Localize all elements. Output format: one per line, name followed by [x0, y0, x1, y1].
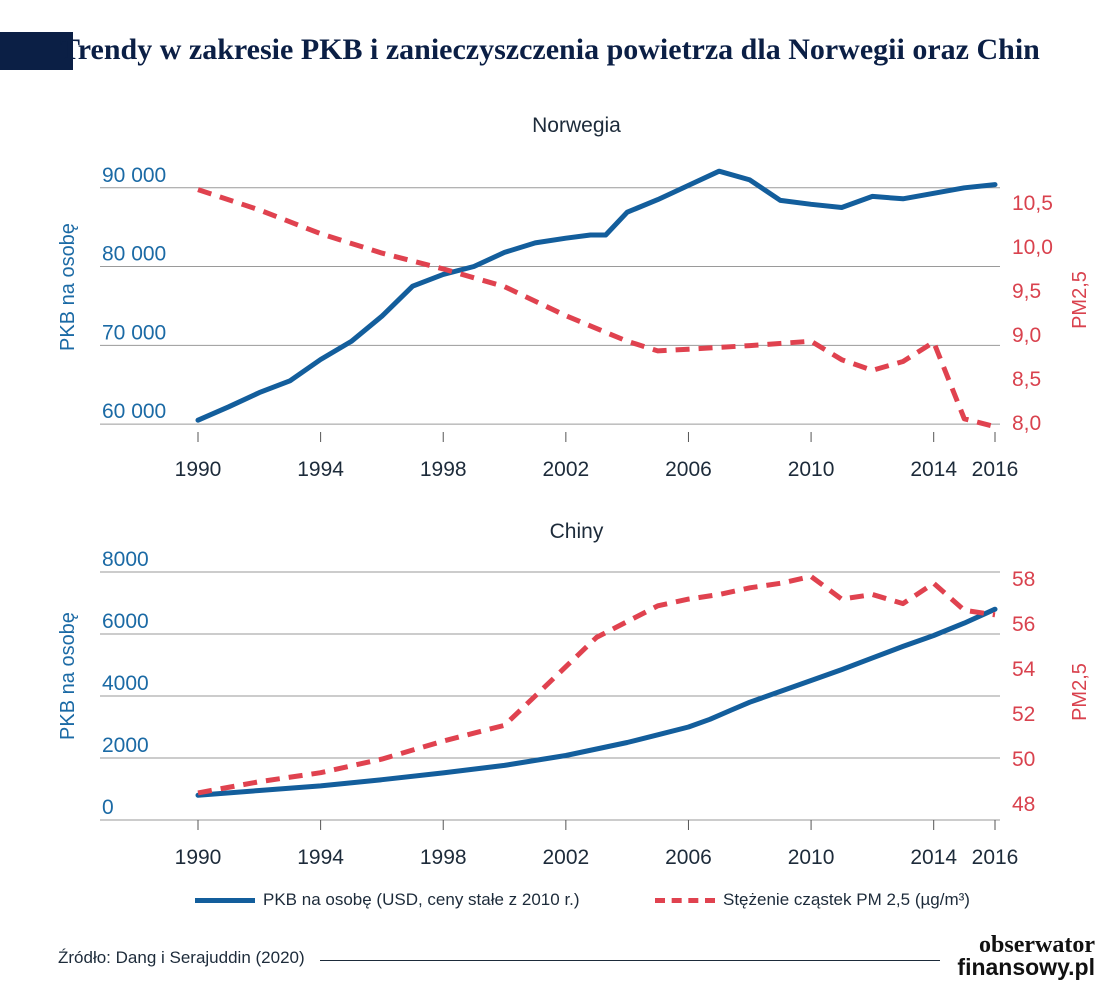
y-tick-label-left: 2000 — [102, 734, 149, 757]
y-tick-label-right: 8,0 — [1012, 412, 1041, 435]
x-tick-label: 1998 — [420, 846, 467, 869]
logo-line-2: finansowy.pl — [957, 954, 1095, 980]
x-tick-label: 2002 — [542, 458, 589, 481]
y-tick-label-right: 54 — [1012, 658, 1036, 681]
legend-swatch-pm — [655, 897, 715, 903]
page-title: Trendy w zakresie PKB i zanieczyszczenia… — [60, 33, 1040, 66]
y-tick-label-left: 90 000 — [102, 164, 166, 187]
y-tick-label-left: 0 — [102, 796, 114, 819]
charts-canvas: Norwegia 60 000 70 000 80 000 90 000 8,0 8,5 9,… — [57, 114, 1091, 869]
publisher-logo: obserwator finansowy.pl — [945, 932, 1095, 980]
logo-line-1: obserwator — [979, 932, 1095, 958]
source-note: Źródło: Dang i Serajuddin (2020) — [58, 948, 305, 967]
y-tick-label-left: 60 000 — [102, 400, 166, 423]
x-tick-label: 2010 — [788, 846, 835, 869]
legend-label-pm: Stężenie cząstek PM 2,5 (µg/m³) — [723, 890, 970, 909]
x-tick-label: 2016 — [972, 846, 1019, 869]
y-axis-title-right: PM2,5 — [1069, 663, 1091, 721]
panel-title: Chiny — [550, 520, 604, 543]
y-tick-label-left: 70 000 — [102, 321, 166, 344]
legend-item-gdp: PKB na osobę (USD, ceny stałe z 2010 r.) — [195, 890, 580, 910]
header-accent-bar — [0, 32, 73, 70]
chart-chiny: Chiny 0 2000 4000 6000 8000 48 50 52 54 56 58 1990 19… — [57, 520, 1091, 869]
y-tick-label-left: 80 000 — [102, 243, 166, 266]
x-tick-label: 1994 — [297, 458, 344, 481]
gdp-series-line — [195, 168, 998, 423]
legend-item-pm: Stężenie cząstek PM 2,5 (µg/m³) — [655, 890, 970, 910]
y-tick-label-left: 4000 — [102, 672, 149, 695]
legend-label-gdp: PKB na osobę (USD, ceny stałe z 2010 r.) — [263, 890, 580, 909]
x-tick-label: 1998 — [420, 458, 467, 481]
x-tick-label: 2014 — [910, 846, 957, 869]
x-tick-label: 1990 — [175, 846, 222, 869]
y-axis-title-right: PM2,5 — [1069, 271, 1091, 329]
source-divider — [320, 960, 940, 961]
gdp-series-line — [195, 606, 998, 798]
y-tick-label-left: 6000 — [102, 610, 149, 633]
y-tick-label-right: 10,0 — [1012, 236, 1053, 259]
legend: PKB na osobę (USD, ceny stałe z 2010 r.)… — [195, 890, 1095, 920]
x-tick-label: 1990 — [175, 458, 222, 481]
chart-norwegia: Norwegia 60 000 70 000 80 000 90 000 8,0 8,5 9,… — [57, 114, 1091, 481]
y-tick-label-right: 50 — [1012, 748, 1035, 771]
panel-title: Norwegia — [532, 114, 621, 137]
y-tick-label-right: 10,5 — [1012, 192, 1053, 215]
y-axis-title-left: PKB na osobę — [57, 612, 79, 740]
y-tick-label-right: 56 — [1012, 613, 1035, 636]
x-tick-label: 1994 — [297, 846, 344, 869]
pm25-series-line — [197, 187, 996, 430]
y-tick-label-right: 58 — [1012, 568, 1035, 591]
y-tick-label-right: 48 — [1012, 793, 1035, 816]
y-tick-label-right: 8,5 — [1012, 368, 1041, 391]
x-tick-label: 2002 — [542, 846, 589, 869]
x-tick-label: 2010 — [788, 458, 835, 481]
y-tick-label-right: 9,0 — [1012, 324, 1041, 347]
pm25-series-line — [197, 574, 996, 796]
y-axis-title-left: PKB na osobę — [57, 223, 79, 351]
legend-swatch-gdp — [195, 897, 255, 903]
y-tick-label-right: 52 — [1012, 703, 1035, 726]
x-tick-label: 2006 — [665, 846, 712, 869]
y-tick-label-left: 8000 — [102, 548, 149, 571]
x-tick-label: 2016 — [972, 458, 1019, 481]
x-tick-label: 2006 — [665, 458, 712, 481]
x-tick-label: 2014 — [910, 458, 957, 481]
y-tick-label-right: 9,5 — [1012, 280, 1041, 303]
